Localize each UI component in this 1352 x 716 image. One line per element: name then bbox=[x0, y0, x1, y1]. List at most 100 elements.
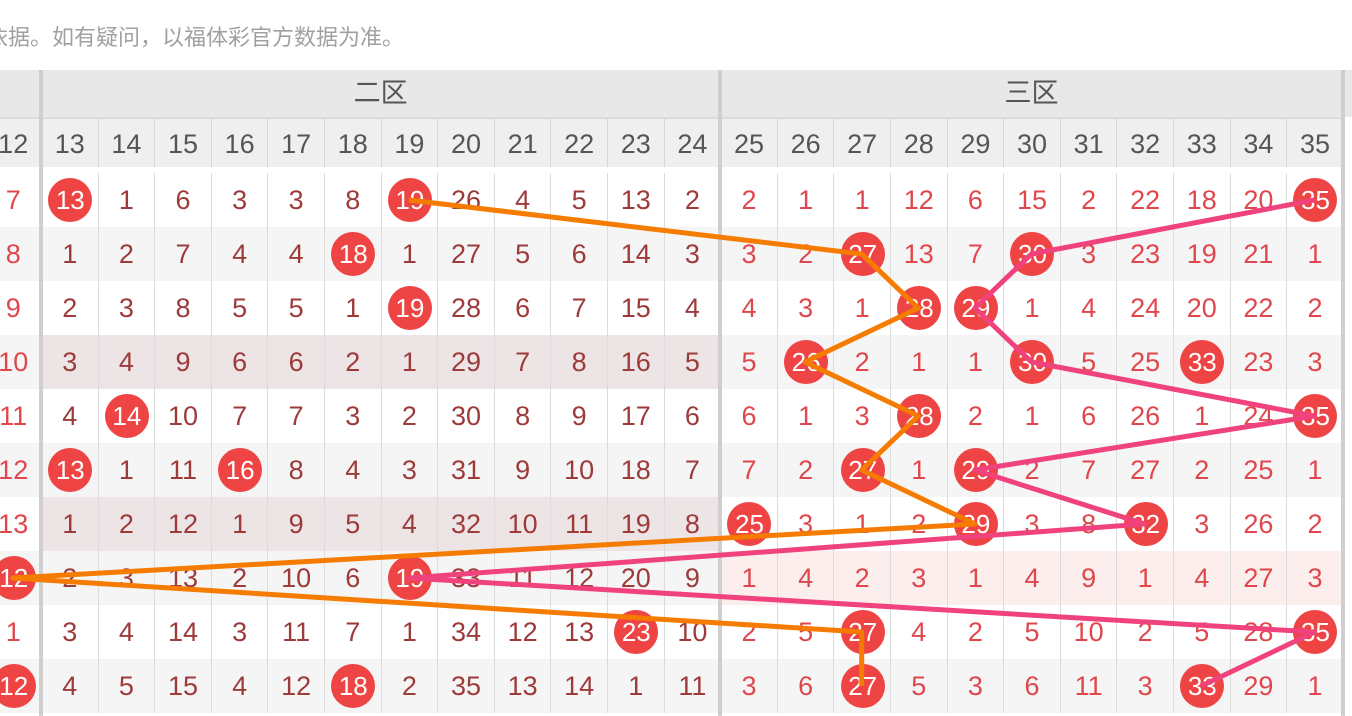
omission-value: 13 bbox=[620, 185, 651, 215]
cell-21: 7 bbox=[493, 335, 551, 389]
cell-17: 9 bbox=[267, 497, 324, 551]
cell-21: 12 bbox=[493, 605, 551, 659]
cell-30: 15 bbox=[1003, 173, 1060, 227]
omission-value: 7 bbox=[967, 239, 983, 269]
omission-value: 18 bbox=[1186, 185, 1217, 215]
omission-value: 2 bbox=[62, 293, 78, 323]
cell-17: 4 bbox=[267, 227, 324, 281]
omission-value: 2 bbox=[854, 347, 870, 377]
omission-value: 7 bbox=[515, 347, 531, 377]
cell-12: 12 bbox=[0, 659, 41, 713]
cell-28: 12 bbox=[890, 173, 947, 227]
omission-value: 1 bbox=[62, 509, 78, 539]
cell-35: 1 bbox=[1286, 659, 1343, 713]
omission-value: 30 bbox=[450, 401, 481, 431]
omission-value: 1 bbox=[1024, 401, 1040, 431]
cell-29: 2 bbox=[946, 389, 1004, 443]
omission-value: 3 bbox=[401, 455, 417, 485]
omission-value: 1 bbox=[345, 293, 361, 323]
cell-21: 8 bbox=[493, 389, 551, 443]
cell-12: 8 bbox=[0, 227, 41, 281]
omission-value: 19 bbox=[1186, 239, 1217, 269]
cell-14: 3 bbox=[97, 281, 155, 335]
cell-19: 1 bbox=[380, 335, 438, 389]
cell-28: 5 bbox=[890, 659, 947, 713]
column-header-27: 27 bbox=[833, 117, 890, 167]
omission-value: 1 bbox=[62, 239, 78, 269]
omission-value: 14 bbox=[167, 617, 198, 647]
omission-value: 3 bbox=[684, 239, 700, 269]
omission-value: 27 bbox=[1243, 563, 1274, 593]
omission-value: 29 bbox=[450, 347, 481, 377]
cell-12: 12 bbox=[0, 443, 41, 497]
cell-31: 3 bbox=[1059, 227, 1117, 281]
omission-value: 1 bbox=[628, 671, 644, 701]
cell-17: 12 bbox=[267, 659, 324, 713]
omission-value: 2 bbox=[684, 185, 700, 215]
cell-32: 26 bbox=[1116, 389, 1173, 443]
cell-29: 2 bbox=[946, 605, 1004, 659]
column-header-29: 29 bbox=[946, 117, 1004, 167]
cell-32: 23 bbox=[1116, 227, 1173, 281]
cell-34: 22 bbox=[1229, 281, 1287, 335]
omission-value: 4 bbox=[118, 617, 134, 647]
omission-value: 4 bbox=[515, 185, 531, 215]
omission-value: 11 bbox=[0, 401, 28, 431]
omission-value: 2 bbox=[1307, 509, 1323, 539]
omission-value: 3 bbox=[232, 185, 248, 215]
omission-value: 1 bbox=[118, 455, 134, 485]
drawn-number-ball: 19 bbox=[387, 286, 432, 330]
cell-28: 3 bbox=[890, 551, 947, 605]
omission-value: 1 bbox=[741, 563, 757, 593]
cell-18: 6 bbox=[324, 551, 381, 605]
omission-value: 6 bbox=[798, 671, 814, 701]
omission-value: 25 bbox=[1130, 347, 1161, 377]
omission-value: 3 bbox=[1194, 509, 1210, 539]
omission-value: 9 bbox=[175, 347, 191, 377]
cell-35: 1 bbox=[1286, 443, 1343, 497]
omission-value: 3 bbox=[288, 185, 304, 215]
cell-19: 4 bbox=[380, 497, 438, 551]
omission-value: 2 bbox=[1307, 293, 1323, 323]
omission-value: 5 bbox=[515, 239, 531, 269]
omission-value: 1 bbox=[401, 617, 417, 647]
omission-value: 2 bbox=[62, 563, 78, 593]
omission-value: 2 bbox=[967, 401, 983, 431]
omission-value: 16 bbox=[620, 347, 651, 377]
column-header-30: 30 bbox=[1003, 117, 1060, 167]
omission-value: 3 bbox=[62, 617, 78, 647]
omission-value: 28 bbox=[1243, 617, 1274, 647]
cell-20: 28 bbox=[437, 281, 494, 335]
cell-35: 3 bbox=[1286, 335, 1343, 389]
cell-17: 8 bbox=[267, 443, 324, 497]
omission-value: 1 bbox=[1307, 671, 1323, 701]
cell-27: 2 bbox=[833, 551, 890, 605]
cell-26: 5 bbox=[776, 605, 834, 659]
cell-33: 4 bbox=[1173, 551, 1230, 605]
omission-value: 3 bbox=[741, 671, 757, 701]
cell-20: 32 bbox=[437, 497, 494, 551]
cell-28: 4 bbox=[890, 605, 947, 659]
omission-value: 33 bbox=[450, 563, 481, 593]
table-row bbox=[0, 281, 1343, 335]
omission-value: 1 bbox=[967, 347, 983, 377]
cell-22: 5 bbox=[550, 173, 607, 227]
column-header-19: 19 bbox=[380, 117, 438, 167]
omission-value: 6 bbox=[1024, 671, 1040, 701]
omission-value: 3 bbox=[1137, 671, 1153, 701]
column-header-18: 18 bbox=[324, 117, 381, 167]
cell-21: 5 bbox=[493, 227, 551, 281]
omission-value: 6 bbox=[1081, 401, 1097, 431]
omission-value: 12 bbox=[167, 509, 198, 539]
cell-16: 2 bbox=[210, 551, 268, 605]
omission-value: 14 bbox=[620, 239, 651, 269]
cell-24: 4 bbox=[663, 281, 721, 335]
cell-18: 18 bbox=[324, 227, 381, 281]
cell-28: 2 bbox=[890, 497, 947, 551]
omission-value: 1 bbox=[911, 347, 927, 377]
cell-26: 2 bbox=[776, 443, 834, 497]
omission-value: 5 bbox=[1081, 347, 1097, 377]
omission-value: 7 bbox=[5, 185, 21, 215]
column-header-12: 12 bbox=[0, 117, 41, 167]
cell-15: 15 bbox=[154, 659, 211, 713]
